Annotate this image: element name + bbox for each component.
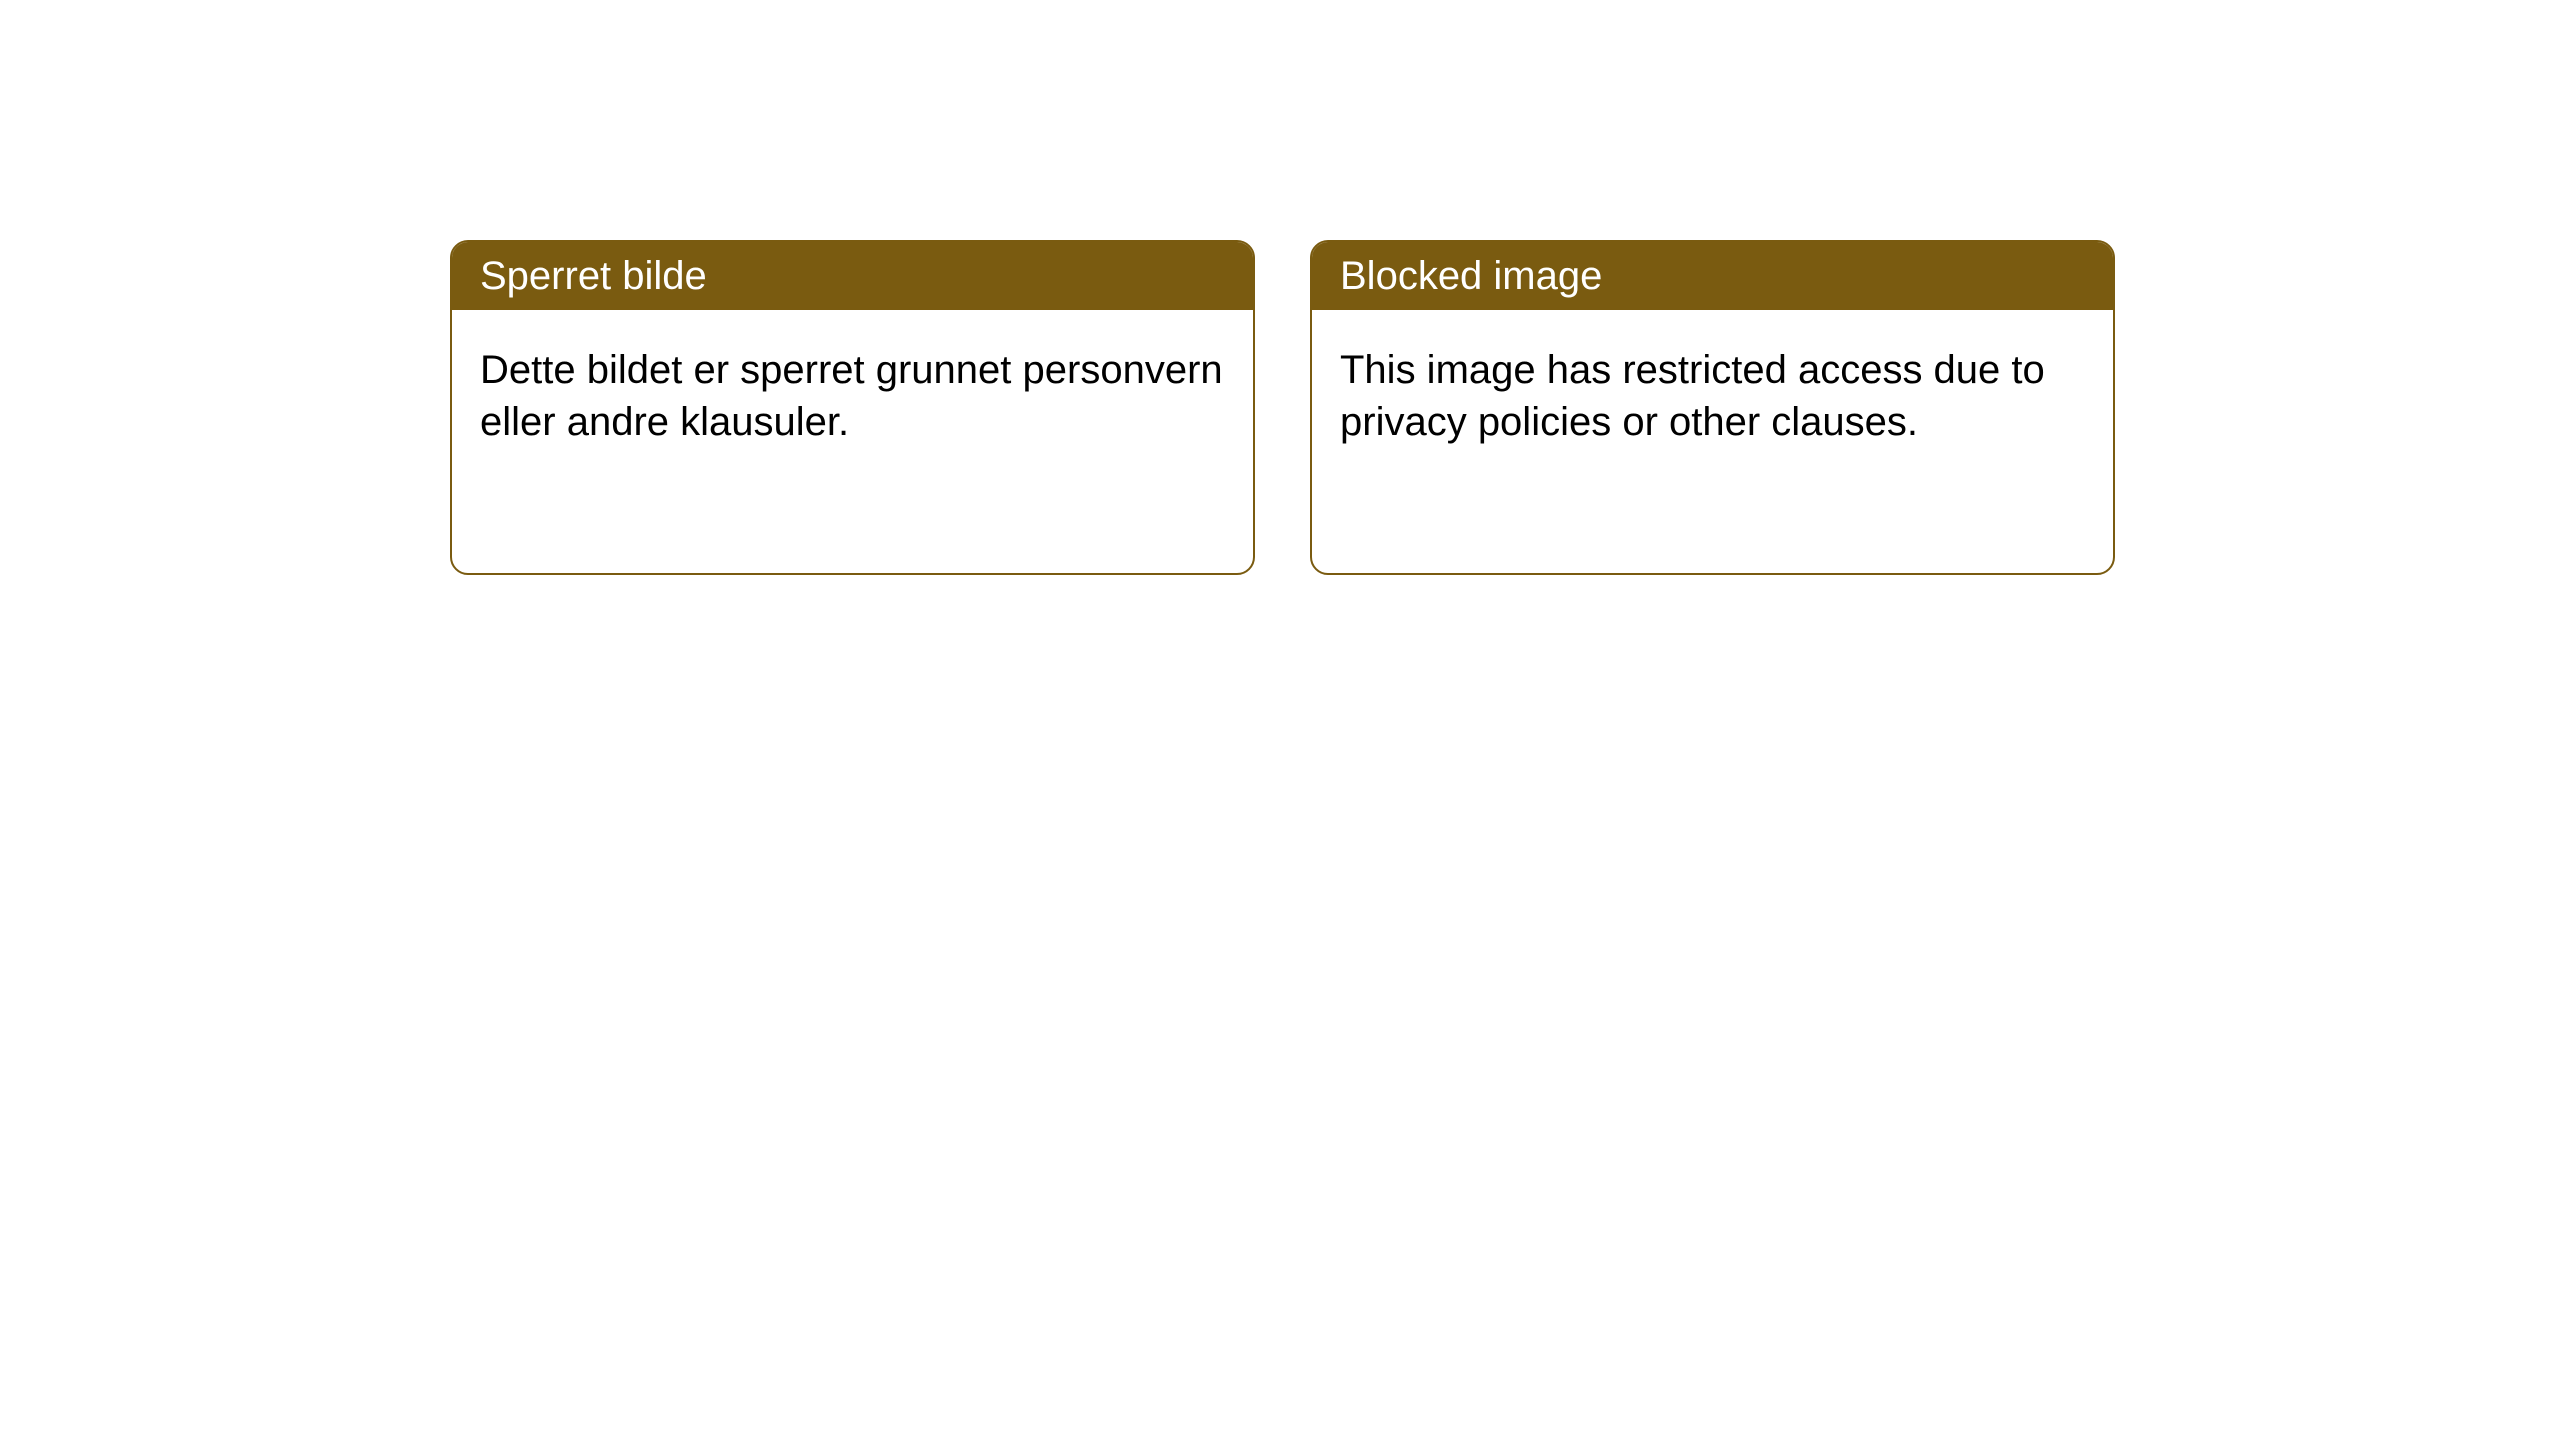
- notice-body: This image has restricted access due to …: [1312, 310, 2113, 482]
- notice-card-norwegian: Sperret bilde Dette bildet er sperret gr…: [450, 240, 1255, 575]
- notice-card-english: Blocked image This image has restricted …: [1310, 240, 2115, 575]
- notice-header: Blocked image: [1312, 242, 2113, 310]
- notice-header: Sperret bilde: [452, 242, 1253, 310]
- notice-body: Dette bildet er sperret grunnet personve…: [452, 310, 1253, 482]
- notice-container: Sperret bilde Dette bildet er sperret gr…: [0, 0, 2560, 575]
